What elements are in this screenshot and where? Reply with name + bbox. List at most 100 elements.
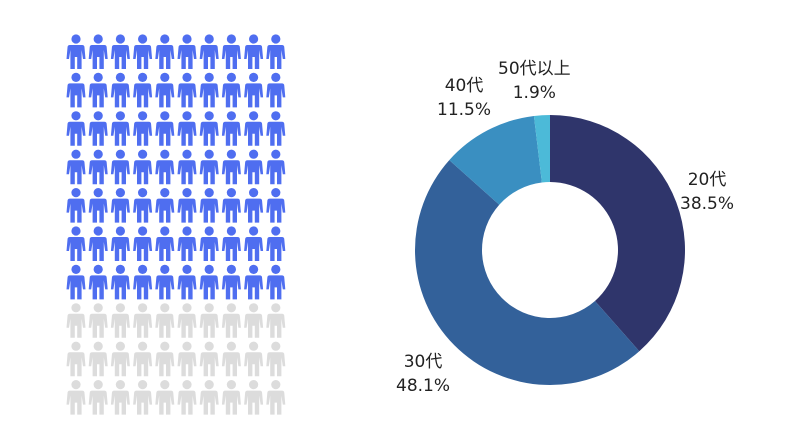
person-icon — [66, 303, 86, 338]
person-icon — [199, 380, 219, 415]
person-icon — [155, 111, 175, 146]
person-icon — [266, 188, 286, 223]
person-icon — [244, 188, 264, 223]
person-icon — [221, 380, 241, 415]
person-icon — [110, 111, 130, 146]
person-icon — [199, 303, 219, 338]
person-icon — [66, 341, 86, 377]
person-icon — [266, 341, 286, 377]
person-icon — [133, 149, 153, 185]
person-icon — [110, 341, 130, 377]
person-icon — [66, 188, 86, 223]
person-icon — [133, 34, 153, 69]
person-icon — [133, 264, 153, 300]
person-icon — [133, 226, 153, 261]
person-icon — [88, 111, 108, 146]
person-icon — [110, 72, 130, 108]
person-icon — [66, 380, 86, 415]
person-icon — [221, 303, 241, 338]
donut-slice — [550, 115, 685, 352]
person-icon — [66, 34, 86, 69]
person-icon — [221, 72, 241, 108]
person-icon — [88, 226, 108, 261]
person-icon — [155, 380, 175, 415]
person-icon — [88, 303, 108, 338]
label-50s-plus: 50代以上 1.9% — [498, 57, 571, 105]
label-30s: 30代 48.1% — [396, 350, 450, 398]
person-icon — [244, 72, 264, 108]
person-icon — [66, 149, 86, 185]
person-icon — [199, 34, 219, 69]
person-icon — [110, 226, 130, 261]
person-icon — [199, 111, 219, 146]
person-icon — [244, 111, 264, 146]
person-icon — [88, 149, 108, 185]
person-icon — [66, 72, 86, 108]
person-icon — [221, 188, 241, 223]
person-icon — [266, 380, 286, 415]
person-icon — [199, 72, 219, 108]
person-icon — [199, 341, 219, 377]
person-icon — [177, 264, 197, 300]
label-30s-name: 30代 — [403, 352, 443, 372]
person-icon — [155, 341, 175, 377]
person-icon — [177, 34, 197, 69]
person-icon — [199, 264, 219, 300]
person-icon — [244, 149, 264, 185]
person-icon — [155, 34, 175, 69]
person-icon — [88, 380, 108, 415]
label-20s: 20代 38.5% — [680, 168, 734, 216]
donut-slice — [533, 115, 550, 183]
label-40s-value: 11.5% — [437, 100, 492, 120]
person-icon — [133, 72, 153, 108]
person-icon — [177, 380, 197, 415]
person-icon — [221, 264, 241, 300]
person-icon — [221, 149, 241, 185]
person-icon — [177, 303, 197, 338]
person-icon — [155, 149, 175, 185]
person-icon — [155, 72, 175, 108]
person-icon — [199, 188, 219, 223]
person-icon — [155, 303, 175, 338]
person-icon — [221, 111, 241, 146]
person-icon — [133, 341, 153, 377]
person-icon — [177, 226, 197, 261]
person-icon — [266, 34, 286, 69]
person-icon — [177, 149, 197, 185]
person-icon — [221, 341, 241, 377]
label-20s-value: 38.5% — [680, 194, 735, 214]
person-icon — [244, 341, 264, 377]
label-30s-value: 48.1% — [396, 376, 451, 396]
label-20s-name: 20代 — [687, 170, 727, 190]
person-icon — [110, 188, 130, 223]
person-icon — [110, 34, 130, 69]
person-icon — [266, 264, 286, 300]
person-icon — [266, 111, 286, 146]
person-icon — [110, 264, 130, 300]
person-icon — [88, 341, 108, 377]
person-icon — [110, 149, 130, 185]
person-icon — [244, 380, 264, 415]
person-icon — [266, 303, 286, 338]
person-icon — [199, 226, 219, 261]
person-icon — [66, 226, 86, 261]
person-icon — [177, 188, 197, 223]
person-icon — [88, 34, 108, 69]
label-40s: 40代 11.5% — [437, 74, 491, 122]
person-icon — [88, 72, 108, 108]
donut-chart — [400, 100, 700, 400]
person-icon — [244, 226, 264, 261]
person-icon — [88, 188, 108, 223]
person-icon — [266, 226, 286, 261]
person-icon — [66, 111, 86, 146]
person-icon — [110, 380, 130, 415]
donut-svg — [415, 115, 685, 385]
donut-slice — [415, 160, 640, 385]
label-50s-plus-name: 50代以上 — [498, 59, 571, 79]
person-icon — [244, 34, 264, 69]
person-icon — [244, 303, 264, 338]
person-icon — [266, 149, 286, 185]
label-40s-name: 40代 — [444, 76, 484, 96]
pictogram-grid — [66, 34, 286, 415]
person-icon — [133, 188, 153, 223]
